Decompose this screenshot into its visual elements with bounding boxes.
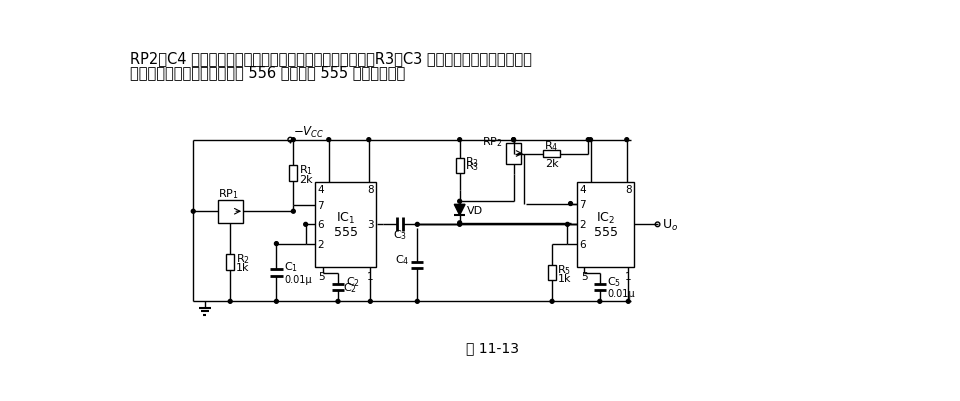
Text: 6: 6: [579, 239, 586, 249]
Text: 8: 8: [626, 184, 632, 194]
Circle shape: [626, 300, 630, 304]
Circle shape: [598, 300, 602, 304]
Circle shape: [458, 221, 462, 225]
Text: 555: 555: [593, 225, 617, 238]
Text: 4: 4: [579, 184, 586, 194]
Bar: [548, 265, 556, 280]
Text: C$_2$: C$_2$: [343, 280, 356, 294]
Circle shape: [512, 138, 516, 142]
Text: IC$_1$: IC$_1$: [336, 211, 355, 225]
Circle shape: [458, 200, 462, 204]
Circle shape: [326, 138, 330, 142]
Text: 5: 5: [581, 271, 588, 281]
Circle shape: [191, 210, 195, 214]
Text: 0.01μ: 0.01μ: [284, 274, 312, 284]
Text: 1: 1: [367, 271, 373, 281]
Circle shape: [275, 300, 278, 304]
Text: R$_5$: R$_5$: [558, 262, 571, 276]
Text: 1: 1: [625, 271, 632, 281]
Circle shape: [416, 223, 420, 227]
Bar: [290, 166, 298, 181]
Text: C$_5$: C$_5$: [608, 274, 622, 288]
Text: VD: VD: [467, 206, 483, 216]
Circle shape: [568, 202, 572, 206]
Text: 图 11-13: 图 11-13: [466, 341, 518, 354]
Text: 1k: 1k: [558, 273, 571, 283]
Bar: [315, 182, 376, 267]
Text: 来选择。也可以用双时基电路 556 代替两片 555 单时基电路。: 来选择。也可以用双时基电路 556 代替两片 555 单时基电路。: [131, 65, 405, 80]
Circle shape: [292, 138, 296, 142]
Circle shape: [550, 300, 554, 304]
Text: 2k: 2k: [299, 174, 312, 184]
Text: 7: 7: [579, 199, 586, 209]
Text: 555: 555: [334, 225, 358, 238]
Circle shape: [512, 138, 516, 142]
Bar: [577, 182, 635, 267]
Circle shape: [458, 223, 462, 227]
Text: R$_4$: R$_4$: [544, 139, 559, 152]
Text: RP2、C4 分别根据脉冲频率和占空比的调节范围来选择；R3、C3 则根据输出脉冲的最小宽度: RP2、C4 分别根据脉冲频率和占空比的调节范围来选择；R3、C3 则根据输出脉…: [131, 51, 532, 66]
Text: R$_3$: R$_3$: [465, 158, 479, 172]
Circle shape: [369, 300, 372, 304]
Text: 0.01μ: 0.01μ: [608, 289, 636, 298]
Bar: [218, 200, 243, 223]
Circle shape: [336, 300, 340, 304]
Text: 2: 2: [317, 239, 324, 249]
Circle shape: [228, 300, 232, 304]
Text: 8: 8: [368, 184, 374, 194]
Text: C$_2$: C$_2$: [346, 274, 360, 288]
Circle shape: [275, 242, 278, 246]
Bar: [543, 150, 560, 158]
Text: 2k: 2k: [545, 158, 559, 168]
Text: R$_3$: R$_3$: [465, 155, 479, 169]
Circle shape: [587, 138, 590, 142]
Text: U$_o$: U$_o$: [662, 217, 679, 232]
Text: C$_3$: C$_3$: [393, 228, 407, 242]
Text: RP$_1$: RP$_1$: [218, 186, 239, 200]
Circle shape: [303, 223, 307, 227]
Text: R$_1$: R$_1$: [299, 163, 313, 177]
Text: 6: 6: [317, 220, 324, 230]
Text: 1k: 1k: [235, 263, 249, 273]
Text: $-V_{CC}$: $-V_{CC}$: [294, 125, 324, 140]
Bar: [506, 144, 521, 165]
Bar: [227, 255, 234, 270]
Text: 5: 5: [318, 271, 324, 281]
Circle shape: [458, 138, 462, 142]
Circle shape: [292, 210, 296, 214]
Circle shape: [588, 138, 592, 142]
Text: C$_1$: C$_1$: [284, 260, 299, 273]
Text: RP$_2$: RP$_2$: [482, 135, 503, 149]
Bar: [456, 158, 464, 174]
Circle shape: [565, 223, 569, 227]
Text: 7: 7: [317, 200, 324, 211]
Text: 2: 2: [579, 220, 586, 230]
Circle shape: [625, 138, 629, 142]
Text: IC$_2$: IC$_2$: [596, 211, 615, 225]
Polygon shape: [454, 205, 465, 216]
Text: C$_4$: C$_4$: [396, 252, 410, 266]
Text: 3: 3: [368, 220, 374, 230]
Circle shape: [416, 300, 420, 304]
Circle shape: [367, 138, 371, 142]
Text: 4: 4: [317, 184, 324, 194]
Text: R$_2$: R$_2$: [235, 252, 250, 265]
